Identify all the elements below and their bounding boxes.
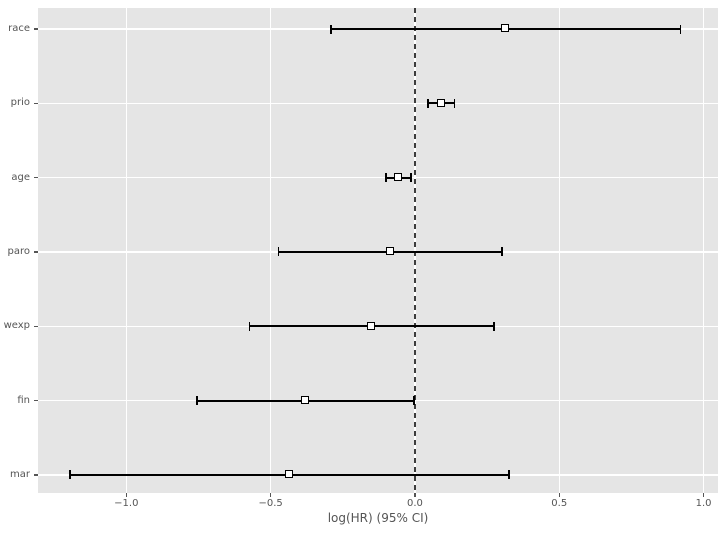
horizontal-gridline	[38, 176, 718, 179]
error-bar-cap-low	[277, 247, 280, 257]
y-tick-mark	[34, 176, 38, 179]
error-bar-cap-low	[427, 98, 430, 108]
y-tick-mark	[34, 251, 38, 253]
x-tick-mark	[702, 493, 705, 497]
y-tick-mark	[34, 399, 38, 402]
y-tick-mark	[34, 28, 38, 30]
y-tick-label-prio: prio	[10, 97, 30, 109]
x-tick-label: 0.5	[551, 498, 568, 509]
y-tick-label-paro: paro	[7, 245, 31, 257]
error-bar-cap-high	[508, 470, 510, 480]
x-tick-label: −1.0	[114, 498, 139, 509]
error-bar-cap-low	[196, 396, 198, 406]
error-bar-cap-high	[679, 24, 682, 34]
coef-marker-paro	[385, 247, 394, 256]
zero-reference-line	[414, 8, 416, 493]
coef-marker-prio	[436, 98, 445, 107]
error-bar-cap-high	[453, 98, 456, 108]
y-tick-label-wexp: wexp	[3, 320, 30, 332]
coef-marker-race	[500, 24, 509, 33]
coef-marker-age	[393, 173, 402, 182]
vertical-gridline	[558, 8, 560, 493]
coef-marker-fin	[300, 396, 309, 405]
error-bar-cap-high	[412, 396, 415, 406]
y-tick-label-age: age	[11, 171, 30, 183]
x-tick-mark	[558, 493, 560, 497]
y-tick-label-race: race	[8, 23, 30, 34]
x-tick-label: −0.5	[258, 498, 283, 509]
y-tick-label-fin: fin	[17, 394, 30, 406]
horizontal-gridline	[38, 102, 718, 105]
y-tick-mark	[34, 102, 38, 105]
error-bar-cap-high	[493, 321, 495, 331]
coef-marker-wexp	[367, 321, 376, 330]
y-tick-mark	[34, 474, 38, 476]
plot-panel	[38, 8, 718, 493]
error-bar-cap-low	[329, 24, 332, 34]
vertical-gridline	[125, 8, 128, 493]
y-tick-mark	[34, 325, 38, 328]
error-bar-cap-low	[69, 470, 72, 480]
error-bar-cap-high	[410, 173, 412, 183]
y-tick-label-mar: mar	[10, 468, 30, 480]
error-bar-cap-low	[248, 321, 251, 331]
x-tick-mark	[269, 493, 272, 497]
error-bar-cap-low	[384, 173, 387, 183]
vertical-gridline	[702, 8, 705, 493]
vertical-gridline	[269, 8, 272, 493]
coef-marker-mar	[285, 470, 294, 479]
x-tick-label: 1.0	[695, 498, 712, 509]
x-tick-mark	[414, 493, 416, 497]
error-bar-cap-high	[501, 247, 503, 257]
x-tick-label: 0.0	[406, 498, 423, 509]
x-tick-mark	[125, 493, 127, 497]
x-axis-title: log(HR) (95% CI)	[327, 511, 429, 525]
